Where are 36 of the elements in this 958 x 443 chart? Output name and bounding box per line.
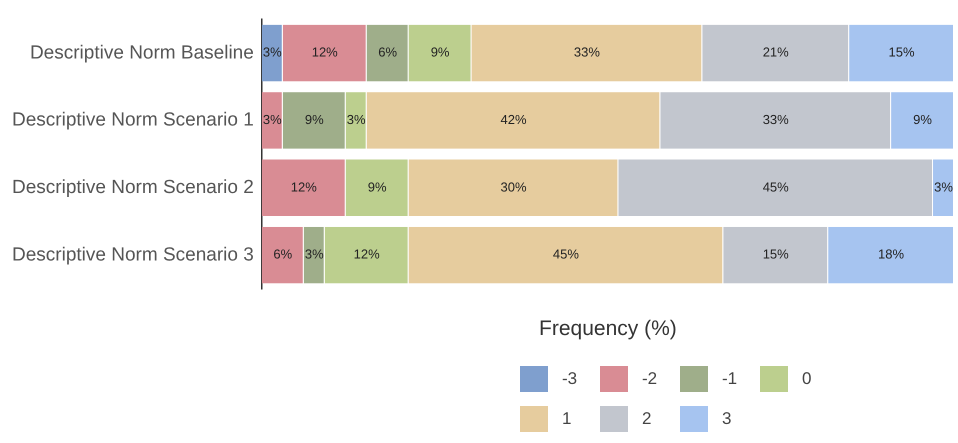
data-label: 33% (574, 44, 600, 60)
data-label: 3% (346, 112, 366, 128)
data-label: 15% (762, 246, 790, 262)
y-tick-label: Descriptive Norm Scenario 3 (12, 244, 254, 266)
data-label: 12% (354, 246, 380, 262)
data-label: 21% (762, 44, 790, 60)
legend-label: -3 (562, 369, 578, 389)
data-label: 6% (378, 44, 398, 60)
data-label: 45% (552, 246, 580, 262)
data-label: 9% (430, 44, 450, 60)
y-tick-label: Descriptive Norm Scenario 1 (12, 110, 254, 131)
data-label: 45% (762, 179, 790, 194)
data-label: 9% (368, 179, 387, 194)
data-label: 3% (262, 44, 282, 60)
y-tick-label: Descriptive Norm Scenario 2 (12, 177, 254, 198)
y-tick-label: Descriptive Norm Baseline (30, 42, 254, 64)
data-label: 15% (888, 44, 916, 60)
legend-label: -1 (722, 369, 738, 389)
legend-label: 2 (642, 409, 652, 429)
data-label: 9% (913, 112, 932, 128)
data-label: 9% (304, 112, 324, 128)
data-label: 3% (304, 246, 324, 262)
data-label: 42% (500, 112, 527, 128)
legend-label: -2 (642, 369, 658, 389)
data-label: 30% (500, 179, 527, 194)
data-label: 3% (262, 112, 282, 128)
data-label: 12% (312, 44, 338, 60)
data-label: 33% (762, 112, 790, 128)
x-axis-title: Frequency (%) (539, 317, 677, 340)
legend-label: 1 (562, 409, 572, 429)
data-label: 18% (878, 246, 905, 262)
data-label: 12% (290, 179, 318, 194)
legend-label: 3 (722, 409, 732, 429)
data-label: 3% (934, 179, 954, 194)
data-label: 6% (273, 246, 293, 262)
legend-label: 0 (802, 369, 812, 389)
